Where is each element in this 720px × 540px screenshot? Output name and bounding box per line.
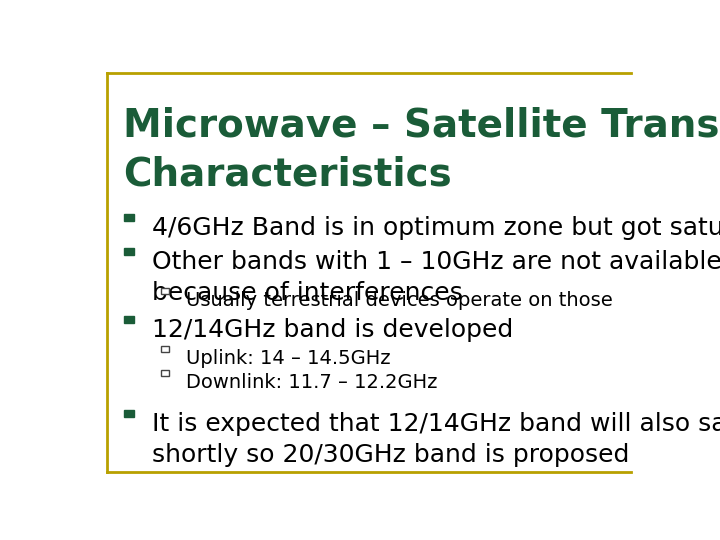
- Text: Usually terrestrial devices operate on those: Usually terrestrial devices operate on t…: [186, 291, 613, 310]
- Text: 12/14GHz band is developed: 12/14GHz band is developed: [153, 318, 514, 342]
- Text: Uplink: 14 – 14.5GHz: Uplink: 14 – 14.5GHz: [186, 349, 391, 368]
- Text: 4/6GHz Band is in optimum zone but got saturated: 4/6GHz Band is in optimum zone but got s…: [153, 216, 720, 240]
- Text: It is expected that 12/14GHz band will also saturate
shortly so 20/30GHz band is: It is expected that 12/14GHz band will a…: [153, 413, 720, 467]
- FancyBboxPatch shape: [161, 346, 169, 352]
- Text: Other bands with 1 – 10GHz are not available
because of interferences: Other bands with 1 – 10GHz are not avail…: [153, 250, 720, 305]
- FancyBboxPatch shape: [124, 315, 134, 323]
- FancyBboxPatch shape: [124, 214, 134, 221]
- FancyBboxPatch shape: [161, 370, 169, 376]
- FancyBboxPatch shape: [124, 248, 134, 255]
- Text: Characteristics: Characteristics: [124, 156, 452, 193]
- Text: Downlink: 11.7 – 12.2GHz: Downlink: 11.7 – 12.2GHz: [186, 373, 438, 392]
- Text: Microwave – Satellite Transmission: Microwave – Satellite Transmission: [124, 106, 720, 144]
- FancyBboxPatch shape: [161, 288, 169, 294]
- FancyBboxPatch shape: [124, 410, 134, 417]
